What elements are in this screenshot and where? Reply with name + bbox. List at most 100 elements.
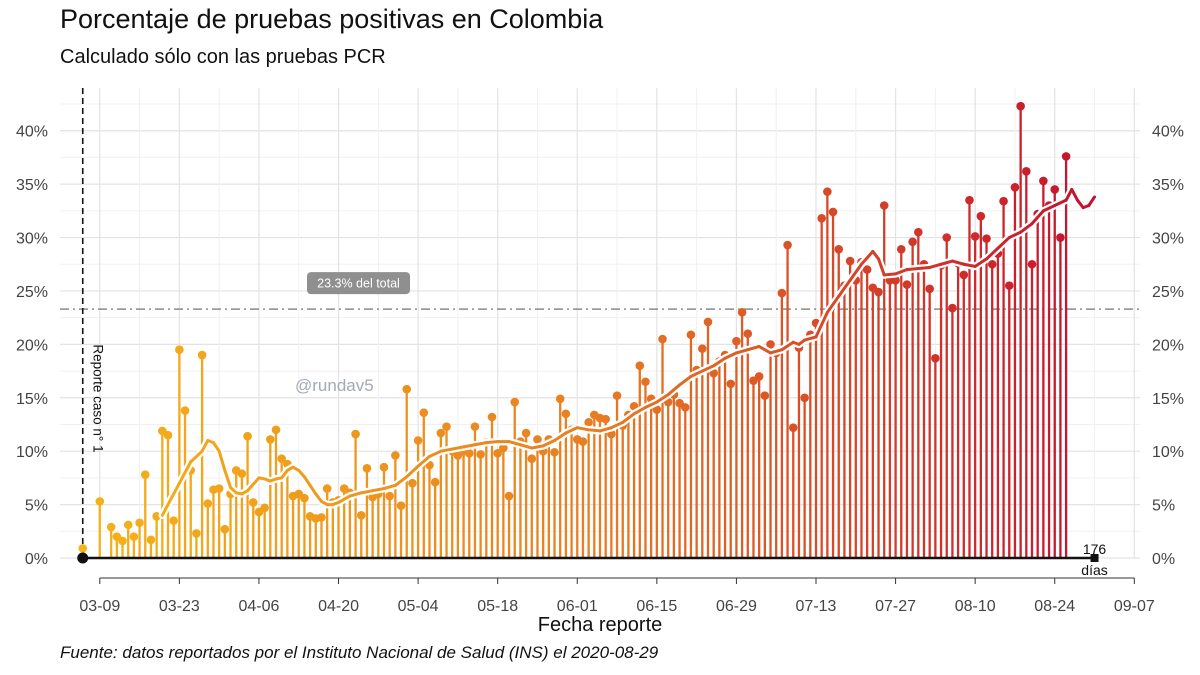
point: [999, 196, 1008, 206]
point: [970, 232, 980, 241]
moving-average-line: [462, 443, 477, 449]
moving-average-line: [1019, 222, 1034, 234]
point: [726, 379, 736, 389]
y-tick-label-left: 15%: [16, 391, 48, 408]
moving-average-line: [734, 348, 750, 355]
moving-average-line: [877, 257, 886, 277]
point: [896, 244, 906, 254]
point: [163, 430, 173, 440]
x-tick-label: 08-24: [1034, 598, 1075, 615]
point: [754, 372, 764, 381]
point: [817, 214, 826, 223]
point: [1022, 167, 1031, 176]
moving-average-line: [746, 345, 761, 352]
point: [419, 408, 429, 418]
y-tick-label-left: 10%: [16, 444, 48, 461]
point: [641, 377, 650, 387]
moving-average-line: [598, 426, 613, 433]
moving-average-line: [780, 340, 795, 352]
point: [192, 529, 201, 538]
moving-average-line: [217, 449, 227, 472]
point: [396, 501, 406, 510]
y-tick-label-left: 40%: [16, 124, 48, 141]
y-tick-label-right: 5%: [1152, 498, 1175, 515]
point: [709, 368, 718, 378]
moving-average-line: [905, 267, 920, 272]
y-tick-label-right: 30%: [1152, 231, 1184, 248]
moving-average-line: [689, 369, 704, 378]
moving-average-line: [393, 475, 409, 487]
moving-average-line: [837, 278, 852, 298]
moving-average-line: [507, 440, 522, 447]
point: [237, 469, 247, 478]
point: [658, 334, 667, 344]
point: [135, 518, 144, 528]
point: [635, 361, 645, 371]
reference-label: 23.3% del total: [317, 277, 400, 291]
point: [891, 275, 900, 285]
y-tick-label-left: 25%: [16, 284, 48, 301]
moving-average-line: [348, 491, 363, 498]
moving-average-line: [859, 249, 875, 266]
point: [976, 211, 986, 221]
point: [948, 303, 957, 313]
point: [743, 329, 753, 338]
point: [220, 524, 230, 534]
moving-average-line: [553, 431, 568, 442]
moving-average-line: [655, 393, 670, 404]
moving-average-line: [1030, 209, 1045, 226]
moving-average-line: [189, 449, 204, 464]
moving-average-line: [359, 489, 375, 495]
x-tick-label: 03-09: [79, 598, 120, 615]
moving-average-line: [973, 257, 989, 268]
x-tick-label: 04-06: [238, 598, 279, 615]
x-tick-label: 05-18: [477, 598, 518, 615]
point: [1010, 183, 1020, 192]
point: [777, 288, 787, 298]
moving-average-line: [996, 236, 1011, 250]
positivity-chart: 0% 0% 5% 5% 10% 10% 15% 15% 20% 20% 25% 25% 30% 30% 35…: [16, 88, 1184, 636]
point: [788, 423, 798, 432]
point: [356, 510, 366, 520]
point: [766, 340, 775, 349]
point: [862, 265, 872, 274]
y-tick-label-left: 5%: [25, 498, 48, 515]
y-tick-label-left: 30%: [16, 231, 48, 248]
point: [902, 280, 912, 289]
point: [385, 491, 394, 501]
point: [834, 244, 844, 254]
point: [510, 397, 520, 407]
moving-average-line: [1053, 198, 1068, 207]
x-tick-label: 03-23: [159, 598, 200, 615]
reference-layer: 23.3% del total Reporte caso n° 1: [60, 88, 1140, 558]
point: [732, 336, 741, 346]
point: [908, 237, 917, 247]
point: [874, 287, 883, 297]
moving-average-line: [280, 468, 289, 480]
point: [942, 233, 952, 242]
point: [214, 484, 224, 493]
moving-average-line: [666, 383, 682, 397]
point: [402, 384, 412, 394]
moving-average-line: [337, 494, 352, 504]
moving-average-line: [825, 294, 841, 314]
duration-unit: días: [1081, 562, 1107, 578]
moving-average-line: [1007, 230, 1023, 240]
point: [533, 435, 542, 444]
moving-average-line: [1064, 187, 1074, 202]
point: [140, 470, 150, 479]
point: [146, 535, 156, 545]
point: [601, 414, 610, 424]
moving-average-line: [928, 262, 943, 269]
moving-average-line: [1087, 195, 1097, 207]
point: [277, 454, 286, 463]
y-tick-label-right: 35%: [1152, 177, 1184, 194]
moving-average-line: [848, 262, 863, 282]
moving-average-line: [871, 249, 881, 261]
point: [351, 429, 360, 439]
moving-average-line: [894, 268, 909, 276]
moving-average-line: [530, 444, 545, 450]
annotation-layer: 176 días @rundav5: [77, 376, 1108, 578]
point: [828, 207, 838, 217]
point: [504, 491, 514, 501]
